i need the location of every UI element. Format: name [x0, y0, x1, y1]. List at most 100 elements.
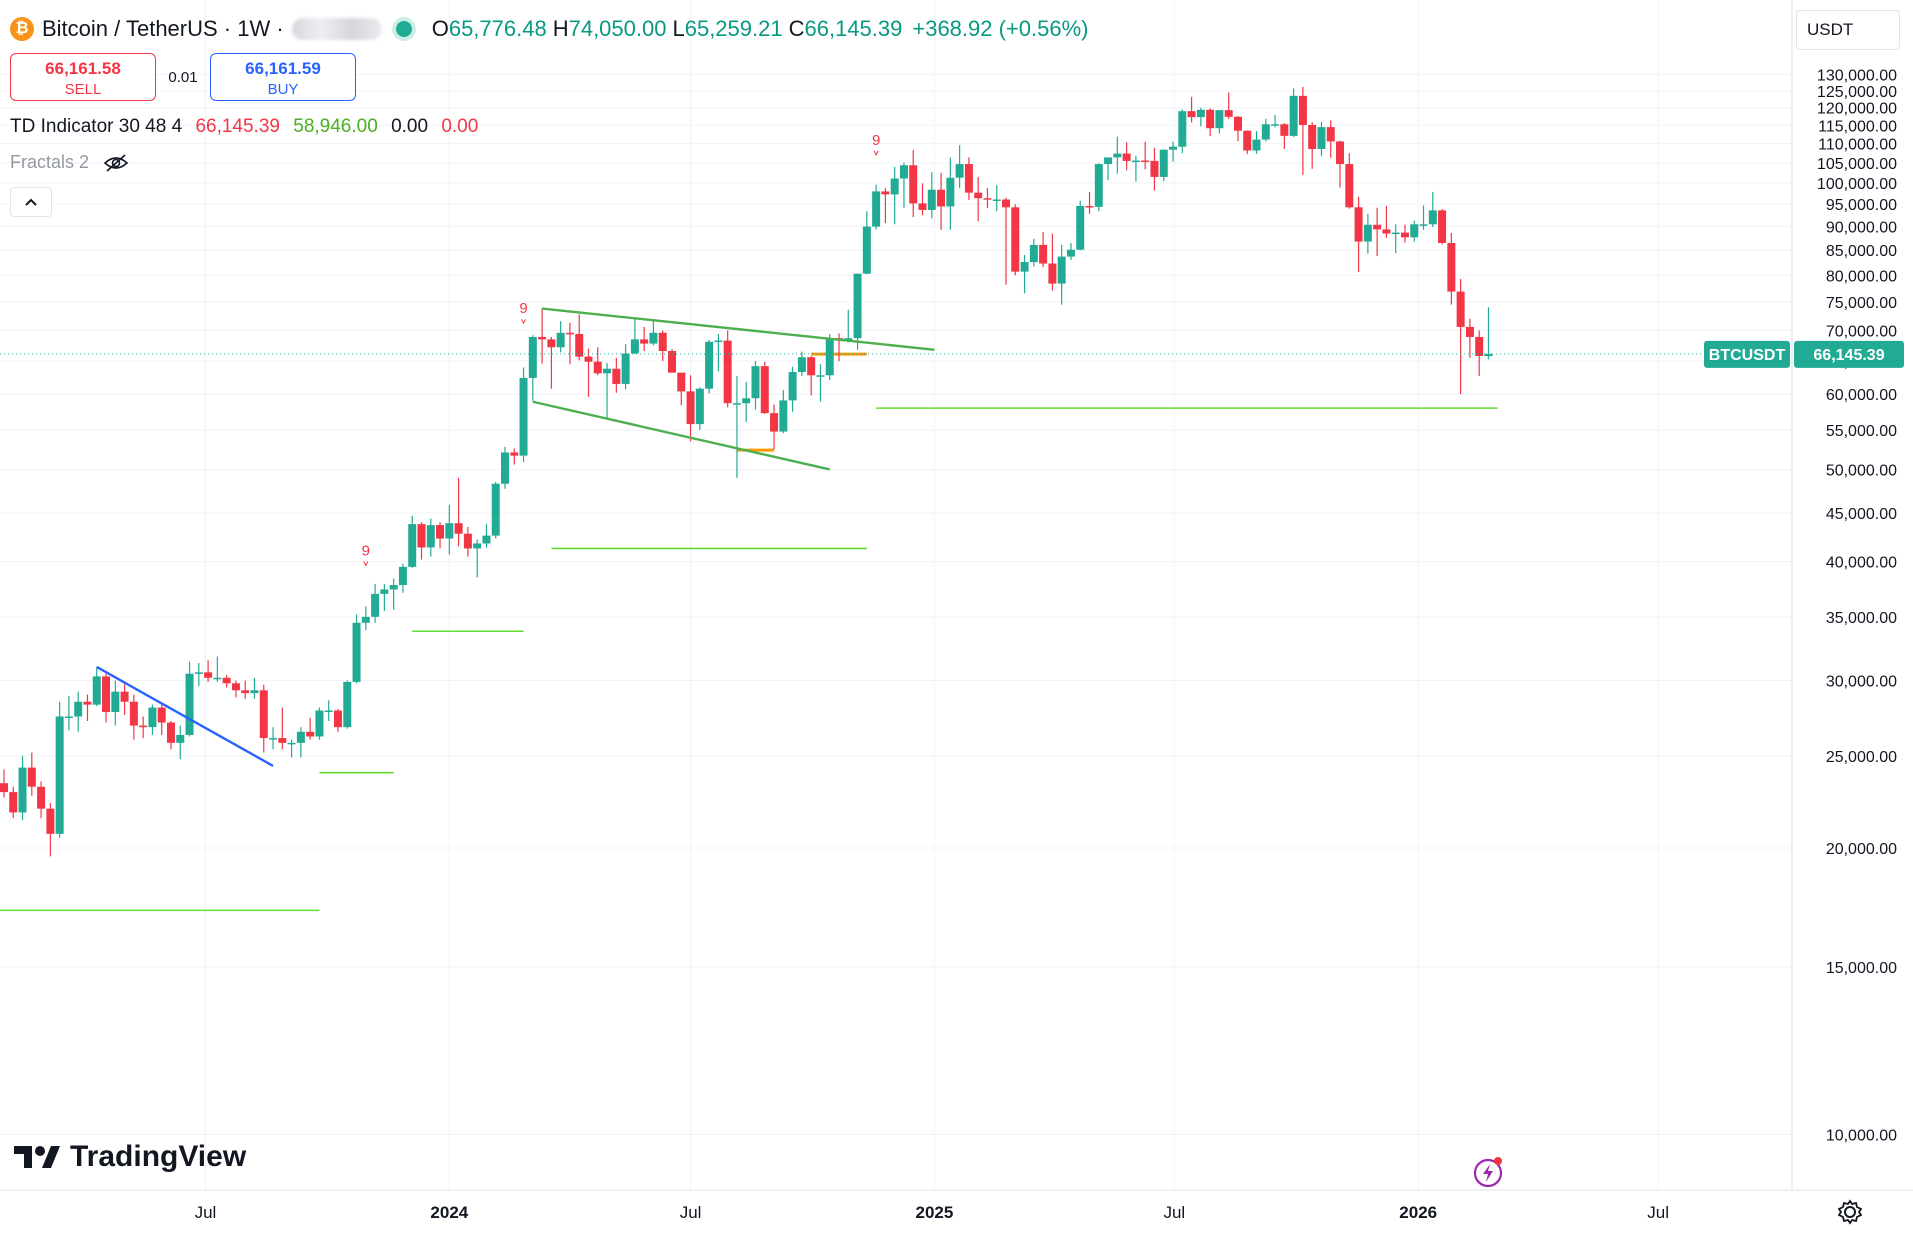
price-tick-label: 45,000.00	[1826, 506, 1897, 523]
collapse-legend-button[interactable]	[10, 187, 52, 217]
candle-body	[816, 375, 825, 377]
last-price-tag-text: 66,145.39	[1813, 347, 1884, 364]
chevron-up-icon	[25, 198, 37, 206]
candle-body	[575, 333, 584, 357]
candle-series	[0, 86, 1493, 857]
candle-body	[454, 523, 463, 534]
buy-price: 66,161.59	[245, 59, 321, 78]
candle-body	[1094, 164, 1103, 207]
bolt-icon[interactable]	[1472, 1155, 1506, 1189]
candle-body	[1447, 242, 1456, 292]
price-tick-label: 100,000.00	[1817, 176, 1897, 193]
hide-eye-icon[interactable]	[103, 153, 129, 173]
candle-body	[565, 332, 574, 335]
separator-dot: ·	[270, 16, 284, 41]
time-tick-label: Jul	[195, 1203, 217, 1222]
candle-body	[556, 332, 565, 348]
td-annotations: 9 9 9	[362, 132, 880, 567]
candle-body	[83, 701, 92, 705]
candle-body	[1400, 232, 1409, 238]
currency-selector[interactable]: USDT	[1796, 10, 1900, 50]
candle-body	[426, 525, 435, 548]
price-tick-label: 85,000.00	[1826, 243, 1897, 260]
settings-gear-icon[interactable]	[1836, 1198, 1864, 1226]
candle-body	[1131, 160, 1140, 163]
candle-body	[510, 452, 519, 456]
candle-body	[825, 338, 834, 376]
candle-body	[909, 165, 918, 204]
candle-body	[705, 341, 714, 389]
open-value: 65,776.48	[448, 16, 547, 41]
time-tick-label: 2024	[430, 1203, 468, 1222]
candle-body	[1465, 326, 1474, 337]
candle-body	[1215, 110, 1224, 129]
candle-body	[120, 691, 129, 702]
candle-body	[269, 738, 278, 740]
candle-body	[658, 332, 667, 352]
candle-body	[371, 593, 380, 617]
candle-body	[1233, 116, 1242, 131]
candle-body	[1354, 207, 1363, 242]
candle-body	[74, 701, 83, 717]
candle-body	[519, 377, 528, 456]
candle-body	[872, 191, 881, 227]
candle-body	[1252, 139, 1261, 151]
candle-body	[992, 199, 1001, 201]
candle-body	[1363, 224, 1372, 242]
candle-body	[176, 734, 185, 743]
candle-body	[723, 340, 732, 404]
candle-body	[213, 677, 222, 680]
price-tick-label: 125,000.00	[1817, 84, 1897, 101]
close-key: C	[788, 16, 805, 41]
candle-body	[1196, 109, 1205, 118]
tradingview-logo[interactable]: TradingView	[14, 1140, 246, 1174]
candle-body	[788, 371, 797, 401]
candle-body	[1076, 205, 1085, 250]
candle-body	[204, 672, 213, 678]
buy-button[interactable]: 66,161.59 BUY	[210, 53, 356, 101]
candle-body	[853, 273, 862, 339]
candle-body	[139, 725, 148, 728]
candle-body	[333, 710, 342, 728]
candle-body	[166, 722, 175, 743]
candle-body	[92, 676, 101, 705]
candle-body	[547, 339, 556, 348]
candle-body	[194, 672, 203, 674]
candle-body	[881, 191, 890, 195]
low-value: 65,259.21	[684, 16, 783, 41]
candle-body	[807, 357, 816, 376]
candle-body	[398, 566, 407, 586]
td-indicator-legend[interactable]: TD Indicator 30 48 4 66,145.39 58,946.00…	[10, 116, 486, 138]
candle-body	[352, 622, 361, 682]
spread-value: 0.01	[168, 68, 198, 86]
price-tick-label: 130,000.00	[1817, 68, 1897, 85]
timeframe[interactable]: 1W	[237, 16, 271, 41]
td-value-4: 0.00	[441, 116, 479, 137]
td-arrow-mark	[873, 150, 879, 156]
time-tick-label: 2025	[916, 1203, 954, 1222]
candle-body	[324, 710, 333, 713]
sell-button[interactable]: 66,161.58 SELL	[10, 53, 156, 101]
candle-body	[389, 585, 398, 590]
candle-body	[640, 339, 649, 344]
candle-body	[306, 731, 315, 737]
price-tick-label: 15,000.00	[1826, 960, 1897, 977]
time-axis[interactable]: Jul 2024 Jul 2025 Jul 2026 Jul	[195, 1203, 1669, 1222]
candle-body	[742, 398, 751, 404]
price-axis[interactable]: 130,000.00125,000.00120,000.00115,000.00…	[1817, 68, 1897, 1145]
candle-body	[1039, 244, 1048, 264]
candle-body	[1419, 224, 1428, 226]
tradingview-mark-icon	[14, 1146, 60, 1168]
candle-body	[686, 391, 695, 425]
candle-body	[296, 731, 305, 743]
candle-body	[18, 767, 27, 813]
candle-body	[1178, 111, 1187, 147]
candle-body	[1336, 141, 1345, 165]
high-value: 74,050.00	[568, 16, 667, 41]
price-tick-label: 95,000.00	[1826, 197, 1897, 214]
last-price-labels: BTCUSDT 66,145.39	[1704, 340, 1904, 368]
price-tick-label: 120,000.00	[1817, 101, 1897, 118]
fractals-legend[interactable]: Fractals 2	[10, 152, 129, 173]
symbol-name[interactable]: Bitcoin / TetherUS	[42, 16, 218, 41]
